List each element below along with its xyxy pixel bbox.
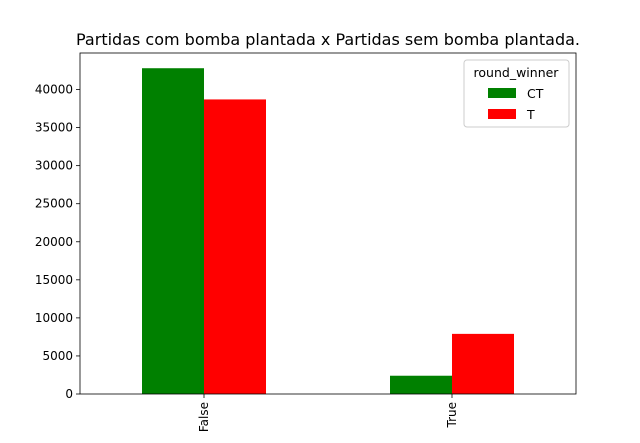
bar-t-true xyxy=(452,333,514,394)
plot-frame xyxy=(79,52,577,395)
bar-ct-false xyxy=(142,68,204,395)
chart-title: Partidas com bomba plantada x Partidas s… xyxy=(76,30,580,49)
legend-label-ct: CT xyxy=(527,86,544,101)
y-tick-label: 10000 xyxy=(35,311,73,325)
legend-swatch-t xyxy=(488,109,516,119)
y-axis: 0 5000 10000 15000 20000 25000 30000 35000 40000 xyxy=(35,83,80,401)
x-axis: False True xyxy=(197,394,459,432)
y-tick-label: 5000 xyxy=(42,349,73,363)
bars xyxy=(142,68,514,395)
legend-items: CT T xyxy=(488,86,544,122)
bar-t-false xyxy=(204,99,266,395)
y-tick-label: 40000 xyxy=(35,83,73,97)
y-tick-label: 20000 xyxy=(35,235,73,249)
x-tick-label: True xyxy=(445,402,459,429)
y-tick-label: 0 xyxy=(65,387,73,401)
y-tick-label: 35000 xyxy=(35,121,73,135)
x-tick-label: False xyxy=(197,402,211,432)
legend-title: round_winner xyxy=(474,65,560,80)
legend: round_winner CT T xyxy=(463,59,570,128)
legend-swatch-ct xyxy=(488,88,516,98)
y-tick-label: 15000 xyxy=(35,273,73,287)
y-tick-label: 30000 xyxy=(35,159,73,173)
y-tick-label: 25000 xyxy=(35,197,73,211)
legend-label-t: T xyxy=(526,107,535,122)
bar-ct-true xyxy=(390,375,452,394)
